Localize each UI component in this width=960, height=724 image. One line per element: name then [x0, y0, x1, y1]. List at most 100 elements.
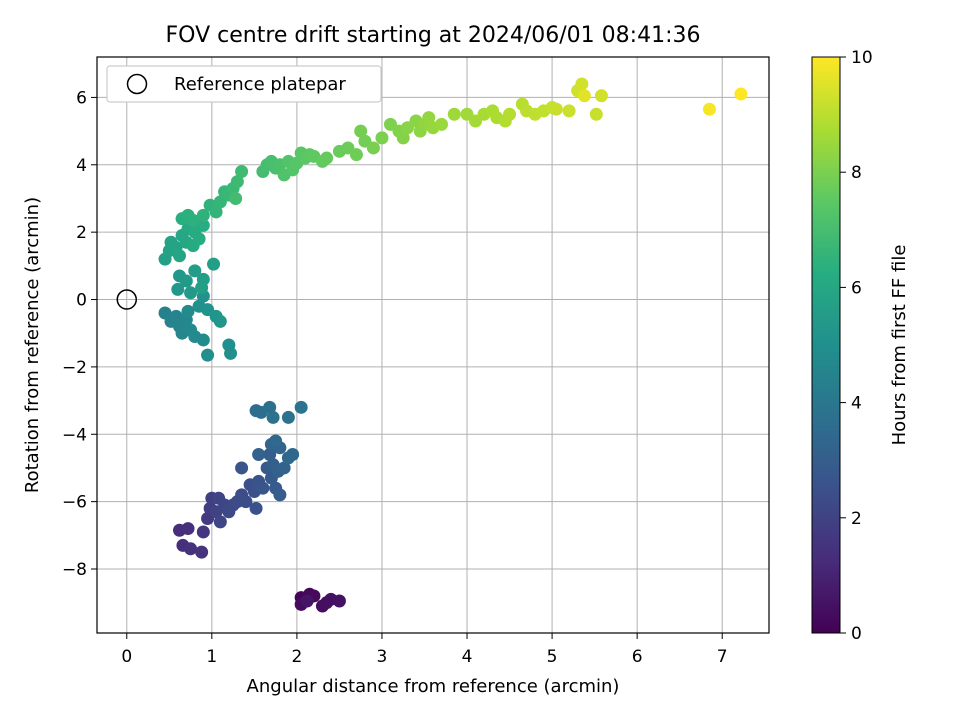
data-point	[256, 481, 270, 495]
data-point	[209, 205, 223, 219]
legend-marker-open-circle	[126, 73, 148, 95]
data-point	[239, 495, 253, 509]
x-tick-label: 6	[632, 647, 643, 667]
data-point	[207, 257, 221, 271]
reference-point	[116, 289, 138, 310]
data-point	[196, 333, 210, 347]
data-point	[171, 282, 185, 296]
data-point	[300, 594, 314, 608]
legend: Reference platepar	[106, 65, 382, 103]
y-tick-label: 0	[76, 291, 87, 311]
colorbar-tick-label: 6	[851, 278, 862, 298]
y-tick-label: −2	[62, 358, 87, 378]
x-axis-ticks: 0 1 2 3 4 5 6 7	[121, 633, 728, 667]
data-point	[235, 165, 249, 179]
data-point	[562, 104, 576, 118]
data-point	[549, 102, 563, 116]
data-point	[179, 274, 193, 288]
y-tick-label: 2	[76, 223, 87, 243]
x-axis-label: Angular distance from reference (arcmin)	[247, 676, 620, 697]
data-point	[201, 348, 215, 362]
data-point	[188, 264, 202, 278]
data-point	[252, 447, 266, 461]
data-point	[435, 117, 449, 131]
data-point	[575, 77, 589, 91]
data-point	[320, 151, 334, 165]
data-point	[196, 208, 210, 222]
data-point	[273, 488, 287, 502]
data-point	[230, 175, 244, 189]
data-point	[734, 87, 748, 101]
colorbar-label: Hours from first FF file	[889, 245, 910, 446]
plot-frame	[96, 56, 770, 634]
colorbar-tick-label: 10	[851, 48, 873, 68]
colorbar-tick-label: 2	[851, 509, 862, 529]
y-tick-label: 4	[76, 156, 87, 176]
data-point	[169, 309, 183, 323]
colorbar-tick-label: 8	[851, 163, 862, 183]
data-point	[184, 286, 198, 300]
data-point	[195, 545, 209, 559]
colorbar-tick-label: 0	[851, 624, 862, 644]
data-point	[294, 400, 308, 414]
data-point	[594, 89, 608, 103]
data-point	[354, 124, 368, 138]
data-point	[577, 89, 591, 103]
y-tick-label: 6	[76, 88, 87, 108]
data-point	[266, 410, 280, 424]
y-tick-label: −6	[62, 493, 87, 513]
data-point	[422, 111, 436, 125]
data-point	[503, 107, 517, 121]
data-point	[213, 515, 227, 529]
data-point	[184, 542, 198, 556]
data-point	[396, 131, 410, 145]
colorbar-ticks: 0 2 4 6 8 10	[840, 48, 873, 644]
x-tick-label: 7	[717, 647, 728, 667]
data-point	[447, 107, 461, 121]
data-point	[375, 131, 389, 145]
x-tick-label: 2	[291, 647, 302, 667]
data-point	[281, 410, 295, 424]
y-axis-ticks: −8 −6 −4 −2 0 2 4 6	[62, 88, 97, 580]
data-point	[192, 232, 206, 246]
x-tick-label: 0	[121, 647, 132, 667]
grid-lines	[97, 57, 769, 633]
data-point	[332, 594, 346, 608]
y-tick-label: −8	[62, 560, 87, 580]
chart-title: FOV centre drift starting at 2024/06/01 …	[166, 23, 701, 48]
data-point	[269, 434, 283, 448]
data-point	[186, 213, 200, 227]
legend-box	[106, 65, 382, 103]
data-point	[181, 522, 195, 536]
y-axis-label: Rotation from reference (arcmin)	[22, 197, 43, 493]
data-point	[196, 218, 210, 232]
data-point	[213, 314, 227, 328]
data-point	[366, 141, 380, 155]
legend-label: Reference platepar	[174, 74, 346, 95]
data-point	[235, 461, 249, 475]
y-tick-label: −4	[62, 425, 87, 445]
data-point	[702, 102, 716, 116]
data-point	[277, 461, 291, 475]
data-point	[349, 148, 363, 162]
data-point	[196, 525, 210, 539]
x-tick-label: 5	[547, 647, 558, 667]
data-point	[286, 447, 300, 461]
data-point	[181, 304, 195, 318]
x-tick-label: 1	[206, 647, 217, 667]
data-point	[589, 107, 603, 121]
colorbar-gradient	[812, 57, 840, 633]
data-point	[229, 191, 243, 205]
x-tick-label: 3	[377, 647, 388, 667]
data-points	[116, 77, 748, 613]
data-point	[224, 346, 238, 360]
data-point	[195, 281, 209, 295]
colorbar: 0 2 4 6 8 10 Hours from first FF file	[811, 48, 910, 644]
data-point	[263, 447, 277, 461]
colorbar-tick-label: 4	[851, 394, 862, 414]
data-point	[249, 501, 263, 515]
data-point	[173, 249, 187, 263]
data-point	[263, 400, 277, 414]
colorbar-frame	[811, 56, 841, 634]
